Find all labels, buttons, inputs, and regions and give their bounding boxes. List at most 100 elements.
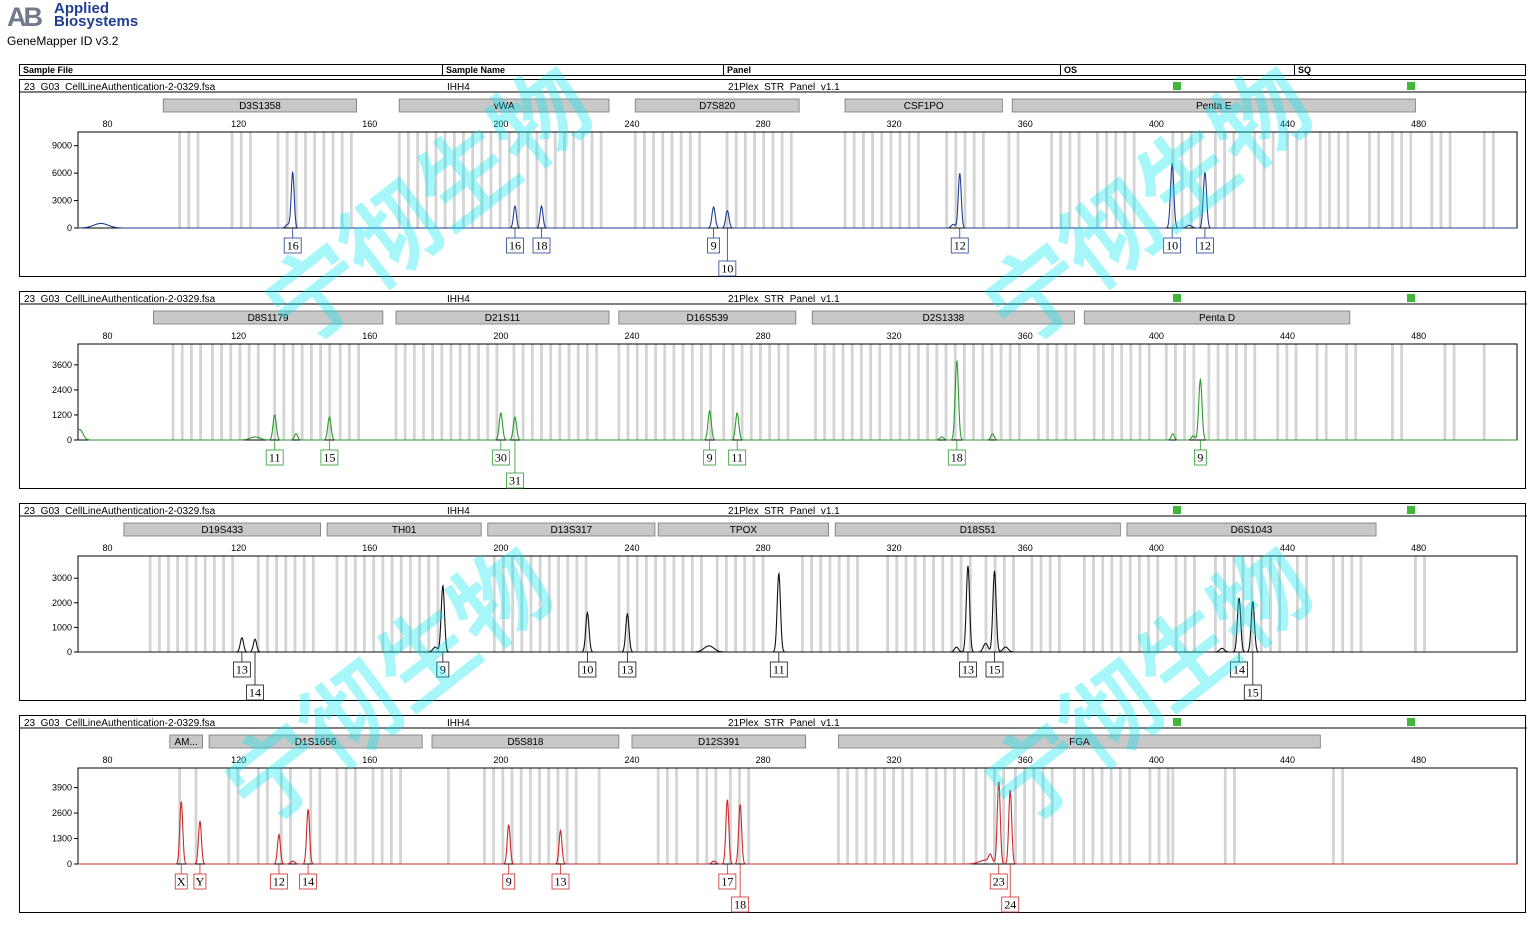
x-tick-label: 240 bbox=[624, 331, 639, 341]
allele-bin bbox=[1214, 132, 1217, 228]
marker-label: D1S1656 bbox=[295, 737, 337, 748]
allele-bin bbox=[1223, 556, 1227, 652]
y-tick-label: 2600 bbox=[52, 808, 72, 818]
allele-bin bbox=[1285, 344, 1289, 440]
allele-bin bbox=[1232, 132, 1236, 228]
x-tick-label: 440 bbox=[1280, 755, 1295, 765]
allele-box bbox=[1163, 237, 1182, 254]
allele-bin bbox=[1048, 556, 1052, 652]
allele-bin bbox=[340, 132, 344, 228]
allele-bin bbox=[761, 556, 765, 652]
allele-bin bbox=[599, 132, 603, 228]
allele-bin bbox=[196, 132, 200, 228]
panel-name: 21Plex_STR_Panel_v1.1 bbox=[728, 506, 840, 517]
allele-bin bbox=[709, 344, 713, 440]
marker-label: D19S433 bbox=[201, 525, 243, 536]
marker-label: FGA bbox=[1069, 737, 1090, 748]
allele-bin bbox=[458, 344, 462, 440]
allele-bin bbox=[814, 344, 817, 440]
allele-label: 13 bbox=[621, 663, 633, 677]
marker-label: D12S391 bbox=[698, 737, 740, 748]
allele-bin bbox=[520, 556, 524, 652]
column-header-sample-file[interactable]: Sample File bbox=[20, 65, 443, 76]
allele-bin bbox=[1328, 132, 1331, 228]
allele-bin bbox=[227, 768, 231, 864]
allele-bin bbox=[585, 344, 589, 440]
allele-bin bbox=[294, 132, 298, 228]
y-tick-label: 0 bbox=[67, 435, 72, 445]
y-tick-label: 9000 bbox=[52, 141, 72, 151]
allele-bin bbox=[672, 556, 676, 652]
marker-label: D7S820 bbox=[699, 101, 736, 112]
allele-bin bbox=[880, 132, 884, 228]
allele-bin bbox=[190, 344, 193, 440]
allele-bin bbox=[239, 132, 243, 228]
allele-bin bbox=[864, 768, 868, 864]
allele-bin bbox=[656, 768, 660, 864]
allele-bin bbox=[959, 556, 963, 652]
allele-bin bbox=[581, 132, 585, 228]
allele-bin bbox=[1073, 344, 1077, 440]
allele-box bbox=[618, 661, 637, 678]
marker-label: D16S539 bbox=[687, 313, 729, 324]
allele-bin bbox=[801, 556, 804, 652]
x-tick-label: 280 bbox=[756, 755, 771, 765]
allele-bin bbox=[256, 768, 260, 864]
y-tick-label: 0 bbox=[67, 647, 72, 657]
allele-bin bbox=[1041, 768, 1045, 864]
allele-bin bbox=[266, 556, 269, 652]
sq-status-indicator bbox=[1407, 294, 1415, 302]
x-tick-label: 80 bbox=[102, 543, 112, 553]
allele-bin bbox=[886, 556, 890, 652]
x-tick-label: 360 bbox=[1018, 543, 1033, 553]
allele-bin bbox=[538, 556, 542, 652]
marker-bar bbox=[1083, 310, 1351, 325]
allele-bin bbox=[981, 344, 985, 440]
allele-bin bbox=[984, 556, 988, 652]
allele-bin bbox=[1305, 556, 1308, 652]
y-tick-label: 2400 bbox=[52, 385, 72, 395]
column-header-sq[interactable]: SQ bbox=[1298, 65, 1312, 75]
allele-bin bbox=[895, 556, 899, 652]
allele-bin bbox=[1128, 768, 1131, 864]
allele-box bbox=[989, 873, 1008, 890]
allele-bin bbox=[1114, 132, 1118, 228]
allele-bin bbox=[547, 556, 551, 652]
sample-file-name: 23_G03_CellLineAuthentication-2-0329.fsa bbox=[24, 82, 216, 93]
allele-label: 14 bbox=[249, 686, 261, 700]
allele-bin bbox=[1413, 556, 1417, 652]
x-tick-label: 240 bbox=[624, 543, 639, 553]
allele-bin bbox=[302, 556, 306, 652]
allele-bin bbox=[549, 344, 553, 440]
allele-bin bbox=[300, 344, 304, 440]
x-tick-label: 360 bbox=[1018, 119, 1033, 129]
allele-bin bbox=[1192, 344, 1196, 440]
allele-bin bbox=[1286, 132, 1289, 228]
plot-frame bbox=[77, 767, 1518, 865]
allele-box bbox=[265, 449, 284, 466]
column-header-panel[interactable]: Panel bbox=[724, 65, 1061, 76]
allele-bin bbox=[1101, 556, 1105, 652]
x-tick-label: 200 bbox=[493, 543, 508, 553]
allele-label: 23 bbox=[993, 875, 1005, 889]
allele-bin bbox=[1391, 132, 1394, 228]
allele-bin bbox=[480, 132, 484, 228]
y-tick-label: 1000 bbox=[52, 622, 72, 632]
allele-bin bbox=[983, 768, 987, 864]
column-header-sample-name[interactable]: Sample Name bbox=[443, 65, 724, 76]
allele-bin bbox=[521, 344, 525, 440]
allele-bin bbox=[1400, 132, 1404, 228]
electropherogram-chart-red: 23_G03_CellLineAuthentication-2-0329.fsa… bbox=[20, 718, 1527, 913]
allele-bin bbox=[1147, 344, 1151, 440]
column-header-os[interactable]: OS bbox=[1061, 65, 1295, 76]
x-tick-label: 160 bbox=[362, 543, 377, 553]
allele-bin bbox=[1171, 768, 1175, 864]
allele-bin bbox=[1400, 344, 1404, 440]
allele-box bbox=[1243, 684, 1262, 701]
allele-bin bbox=[635, 344, 639, 440]
allele-bin bbox=[753, 132, 756, 228]
allele-box bbox=[1193, 449, 1207, 466]
allele-bin bbox=[1183, 344, 1187, 440]
allele-bin bbox=[256, 556, 260, 652]
marker-label: D8S1179 bbox=[248, 313, 289, 324]
